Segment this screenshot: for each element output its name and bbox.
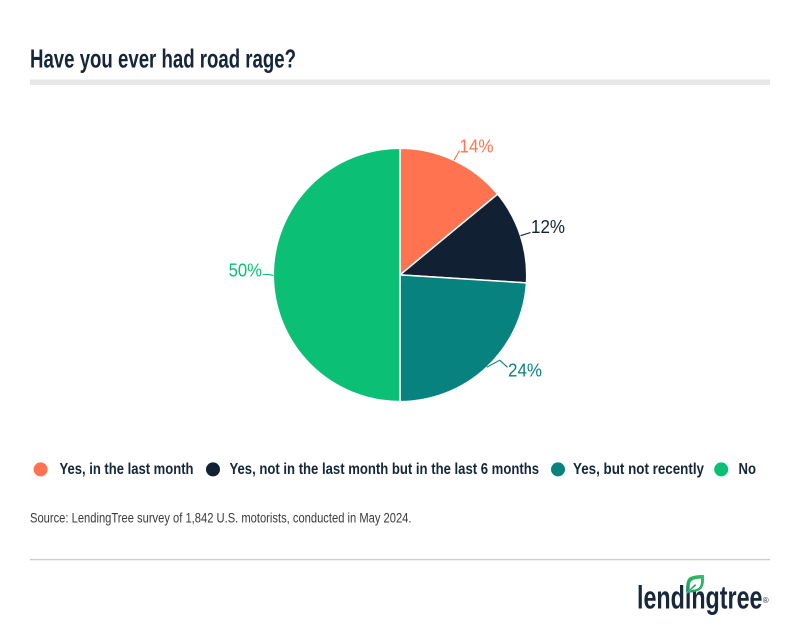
- svg-text:Have you ever had road rage?: Have you ever had road rage?: [30, 44, 296, 74]
- svg-text:12%: 12%: [531, 216, 565, 237]
- svg-text:Yes, in the last month: Yes, in the last month: [60, 461, 194, 478]
- svg-text:14%: 14%: [460, 136, 494, 157]
- svg-text:24%: 24%: [508, 360, 542, 381]
- svg-text:No: No: [739, 461, 757, 478]
- svg-text:®: ®: [763, 596, 769, 605]
- svg-text:Yes, not in the last month but: Yes, not in the last month but in the la…: [230, 461, 540, 478]
- svg-text:Source: LendingTree survey of: Source: LendingTree survey of 1,842 U.S.…: [30, 510, 412, 525]
- svg-text:Yes, but not recently: Yes, but not recently: [573, 461, 704, 478]
- svg-text:50%: 50%: [229, 260, 262, 281]
